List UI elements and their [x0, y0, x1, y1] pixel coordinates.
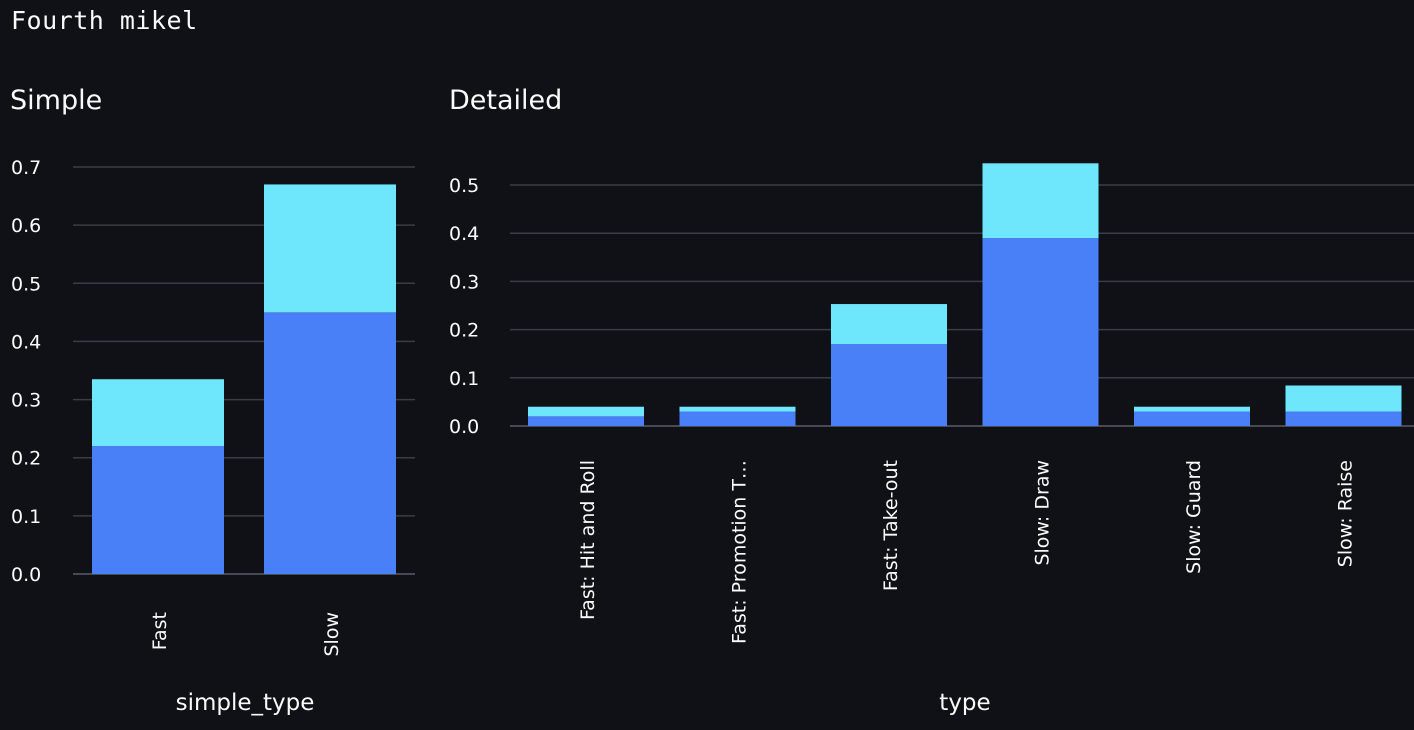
- y-tick-label: 0.4: [449, 223, 479, 245]
- y-tick-label: 0.0: [449, 416, 479, 438]
- bar-segment[interactable]: [982, 238, 1099, 426]
- y-tick-label: 0.7: [11, 157, 41, 179]
- bar-segment[interactable]: [679, 406, 796, 412]
- chart-title-detailed: Detailed: [449, 85, 563, 116]
- x-tick-label: Slow: Raise: [1335, 460, 1357, 567]
- bar-segment[interactable]: [92, 379, 224, 447]
- x-tick-label: Fast: Promotion T…: [729, 460, 751, 644]
- y-tick-label: 0.3: [449, 271, 479, 293]
- x-tick-label: Fast: Take-out: [880, 460, 902, 591]
- y-tick-label: 0.5: [449, 175, 479, 197]
- bar-segment[interactable]: [831, 304, 947, 345]
- x-tick-label: Slow: [321, 612, 343, 657]
- y-tick-label: 0.2: [449, 320, 479, 342]
- bar-segment[interactable]: [92, 446, 224, 574]
- bar-segment[interactable]: [1285, 385, 1402, 412]
- y-tick-label: 0.3: [11, 390, 41, 412]
- y-tick-label: 0.4: [11, 331, 41, 353]
- y-tick-label: 0.1: [449, 368, 479, 390]
- bar-segment[interactable]: [528, 406, 644, 417]
- bar-segment[interactable]: [528, 416, 644, 426]
- x-axis-label: type: [939, 690, 990, 716]
- y-tick-label: 0.2: [11, 448, 41, 470]
- x-tick-label: Slow: Guard: [1183, 460, 1205, 574]
- chart-title-simple: Simple: [10, 85, 103, 116]
- bar-segment[interactable]: [264, 184, 396, 313]
- x-tick-label: Slow: Draw: [1032, 460, 1054, 566]
- page-title: Fourth mikel: [11, 6, 198, 35]
- y-tick-label: 0.1: [11, 506, 41, 528]
- x-axis-label: simple_type: [176, 690, 315, 716]
- bar-segment[interactable]: [1134, 411, 1250, 426]
- bar-segment[interactable]: [1285, 411, 1402, 426]
- x-tick-label: Fast: [149, 612, 171, 650]
- x-tick-label: Fast: Hit and Roll: [577, 460, 599, 620]
- y-tick-label: 0.0: [11, 564, 41, 586]
- bar-segment[interactable]: [982, 163, 1099, 239]
- bar-segment[interactable]: [831, 344, 947, 426]
- bar-segment[interactable]: [679, 411, 796, 426]
- y-tick-label: 0.5: [11, 273, 41, 295]
- y-tick-label: 0.6: [11, 215, 41, 237]
- bar-segment[interactable]: [264, 312, 396, 574]
- bar-segment[interactable]: [1134, 406, 1250, 412]
